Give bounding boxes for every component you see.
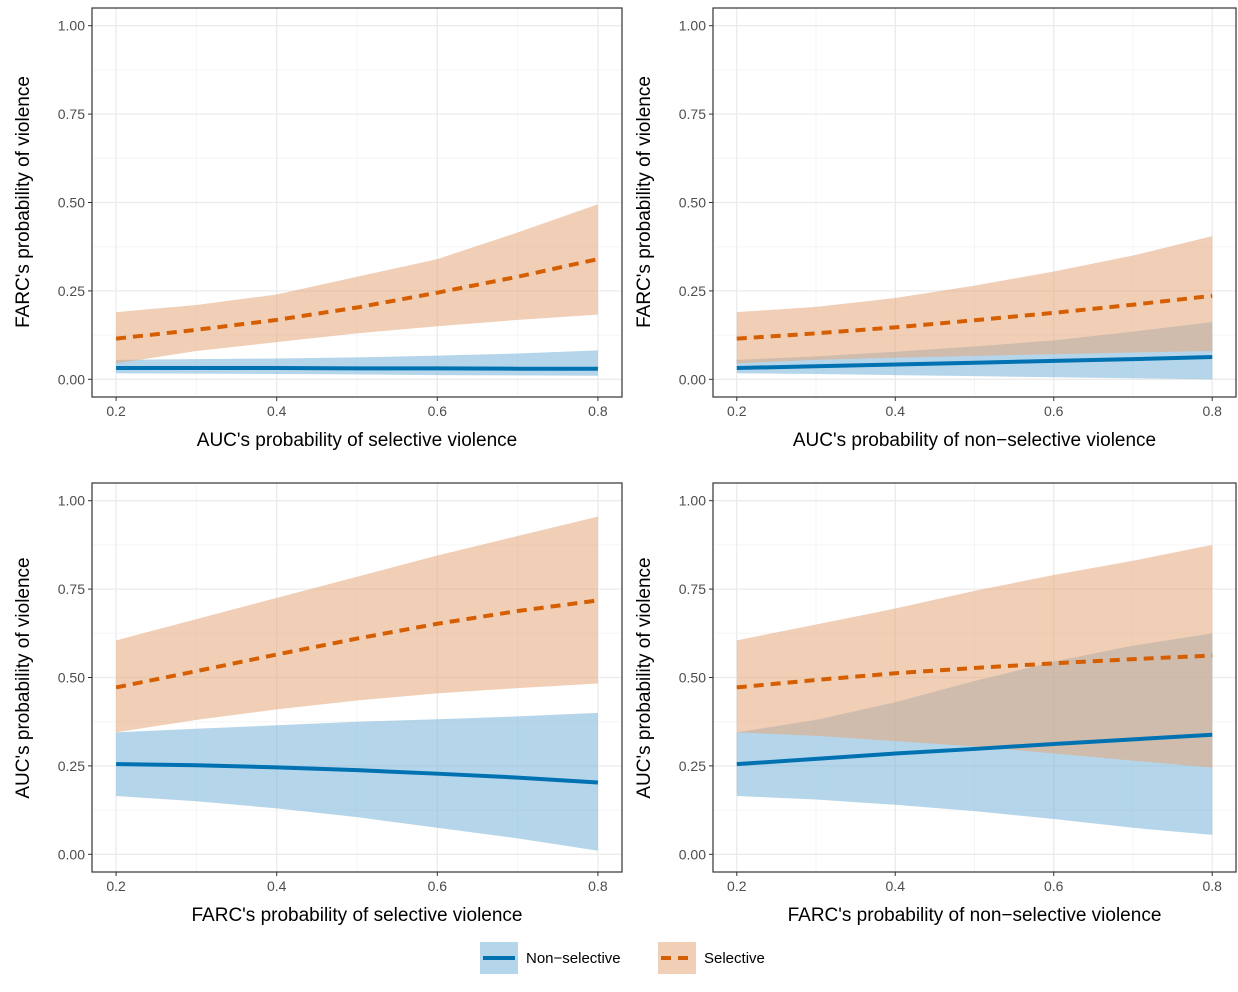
x-tick-label: 0.8 <box>588 403 608 419</box>
x-axis-title: FARC's probability of selective violence <box>192 905 523 926</box>
x-tick-label: 0.6 <box>428 403 448 419</box>
panel-2: 0.00 0.25 0.50 0.75 1.00 0.2 0.4 0.6 0.8 AUC's pr… <box>634 7 1237 451</box>
y-tick-label: 0.75 <box>679 581 706 597</box>
y-tick-label: 0.50 <box>679 670 706 686</box>
y-tick-label: 0.50 <box>58 195 85 211</box>
y-tick-label: 0.00 <box>679 846 706 862</box>
y-tick-label: 0.00 <box>58 846 85 862</box>
ci-band-non-selective <box>116 712 598 851</box>
y-tick-label: 0.50 <box>679 195 706 211</box>
series-line-non-selective <box>736 355 1213 371</box>
y-tick-label: 0.75 <box>58 106 85 122</box>
series-line-selective <box>115 598 599 690</box>
ci-band-selective <box>736 544 1213 768</box>
x-axis-title: FARC's probability of non−selective viol… <box>788 905 1162 926</box>
x-tick-label: 0.6 <box>1044 403 1064 419</box>
x-tick-label: 0.6 <box>428 878 448 894</box>
x-tick-label: 0.2 <box>106 403 126 419</box>
axes: 0.00 0.25 0.50 0.75 1.00 0.2 0.4 0.6 0.8 <box>679 18 1222 419</box>
x-tick-label: 0.2 <box>106 878 126 894</box>
y-axis-title: FARC's probability of violence <box>634 76 655 328</box>
panel-1: 0.00 0.25 0.50 0.75 1.00 0.2 0.4 0.6 0.8 AUC's pr… <box>13 7 623 451</box>
y-axis-title: AUC's probability of violence <box>634 557 655 798</box>
legend-label: Non−selective <box>526 950 621 967</box>
x-tick-label: 0.8 <box>1202 878 1222 894</box>
series-line-non-selective <box>116 762 599 785</box>
legend: Non−selective Selective <box>480 942 765 974</box>
ci-band-selective <box>116 516 598 733</box>
y-axis-title: FARC's probability of violence <box>13 76 34 328</box>
series-line-non-selective <box>116 366 598 371</box>
x-tick-label: 0.6 <box>1044 878 1064 894</box>
y-tick-label: 0.25 <box>679 758 706 774</box>
panels: 0.00 0.25 0.50 0.75 1.00 0.2 0.4 0.6 0.8 AUC's pr… <box>13 7 1237 926</box>
y-tick-label: 0.00 <box>58 371 85 387</box>
x-tick-label: 0.4 <box>267 878 287 894</box>
y-tick-label: 0.25 <box>679 283 706 299</box>
series-line-non-selective <box>736 732 1213 767</box>
y-tick-label: 0.50 <box>58 670 85 686</box>
x-tick-label: 0.8 <box>1202 403 1222 419</box>
y-tick-label: 0.25 <box>58 283 85 299</box>
x-axis-title: AUC's probability of selective violence <box>197 430 517 451</box>
legend-item-non-selective: Non−selective <box>480 942 621 974</box>
y-axis-title: AUC's probability of violence <box>13 557 34 798</box>
x-tick-label: 0.8 <box>588 878 608 894</box>
y-tick-label: 0.25 <box>58 758 85 774</box>
y-tick-label: 1.00 <box>58 493 85 509</box>
series-line-selective <box>736 653 1213 690</box>
y-tick-label: 0.00 <box>679 371 706 387</box>
legend-item-selective: Selective <box>658 942 765 974</box>
y-tick-label: 1.00 <box>679 18 706 34</box>
y-tick-label: 0.75 <box>679 106 706 122</box>
y-tick-label: 0.75 <box>58 581 85 597</box>
x-tick-label: 0.4 <box>886 878 906 894</box>
axes: 0.00 0.25 0.50 0.75 1.00 0.2 0.4 0.6 0.8 <box>58 493 608 894</box>
x-tick-label: 0.2 <box>727 403 747 419</box>
y-tick-label: 1.00 <box>679 493 706 509</box>
panel-3: 0.00 0.25 0.50 0.75 1.00 0.2 0.4 0.6 0.8 FARC's p… <box>13 482 623 926</box>
panel-4: 0.00 0.25 0.50 0.75 1.00 0.2 0.4 0.6 0.8 FARC's p… <box>634 482 1237 926</box>
legend-label: Selective <box>704 950 765 967</box>
x-tick-label: 0.4 <box>886 403 906 419</box>
x-tick-label: 0.2 <box>727 878 747 894</box>
x-axis-title: AUC's probability of non−selective viole… <box>793 430 1156 451</box>
series-line-selective <box>736 293 1213 341</box>
x-tick-label: 0.4 <box>267 403 287 419</box>
axes: 0.00 0.25 0.50 0.75 1.00 0.2 0.4 0.6 0.8 <box>58 18 608 419</box>
series-line-selective <box>115 257 599 341</box>
axes: 0.00 0.25 0.50 0.75 1.00 0.2 0.4 0.6 0.8 <box>679 493 1222 894</box>
y-tick-label: 1.00 <box>58 18 85 34</box>
